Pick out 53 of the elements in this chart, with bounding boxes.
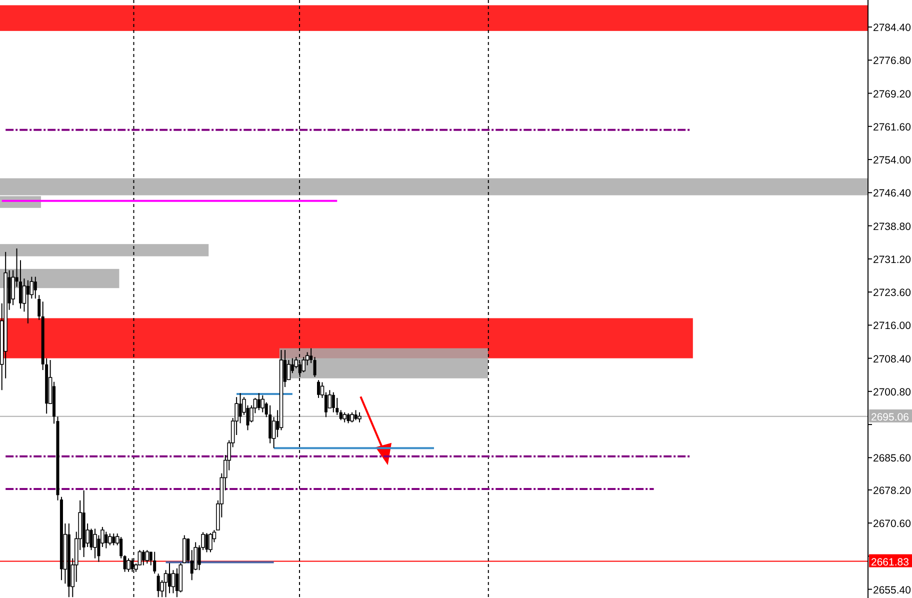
candlestick bbox=[168, 562, 171, 594]
candlestick bbox=[339, 410, 342, 421]
candlestick bbox=[346, 412, 350, 424]
candlestick bbox=[123, 554, 126, 572]
ref-line-label: 2695.06 bbox=[871, 411, 910, 424]
y-tick-label: 2670.60 bbox=[873, 518, 912, 530]
y-tick-label: 2738.80 bbox=[873, 220, 912, 233]
y-tick-label: 2761.60 bbox=[873, 121, 912, 134]
candlestick bbox=[104, 531, 108, 549]
y-tick-label: 2685.60 bbox=[873, 452, 912, 465]
candlestick bbox=[354, 410, 358, 421]
candlestick bbox=[268, 404, 272, 444]
candlestick bbox=[238, 392, 242, 424]
y-tick-label: 2731.20 bbox=[873, 254, 912, 266]
candlestick bbox=[153, 551, 156, 574]
candlestick bbox=[205, 532, 208, 553]
candlestick bbox=[342, 412, 346, 423]
candlestick bbox=[313, 356, 316, 378]
candlestick bbox=[38, 294, 41, 320]
candlestick bbox=[156, 573, 160, 598]
candlestick bbox=[358, 412, 362, 423]
candlestick bbox=[350, 412, 354, 423]
candlestick bbox=[34, 276, 37, 300]
candlestick bbox=[126, 558, 130, 572]
y-tick-label: 2723.60 bbox=[873, 287, 912, 300]
candlestick bbox=[286, 360, 291, 381]
ref-line-label: 2661.83 bbox=[871, 556, 910, 568]
candlestick bbox=[175, 568, 178, 598]
y-tick-label: 2769.20 bbox=[873, 88, 912, 100]
candlestick bbox=[257, 392, 260, 411]
candlestick bbox=[142, 550, 145, 566]
y-tick-label: 2700.80 bbox=[873, 386, 912, 398]
candlestick bbox=[26, 280, 30, 324]
candlestick bbox=[186, 538, 190, 564]
y-tick-label: 2776.80 bbox=[873, 55, 912, 68]
candlestick bbox=[310, 348, 313, 364]
candlestick bbox=[145, 550, 150, 564]
y-tick-label: 2708.40 bbox=[873, 353, 912, 366]
candlestick bbox=[208, 532, 212, 553]
y-tick-label: 2746.40 bbox=[873, 188, 912, 200]
candlestick bbox=[260, 394, 265, 413]
y-tick-label: 2716.00 bbox=[873, 320, 912, 332]
candlestick bbox=[182, 534, 186, 564]
candlestick bbox=[108, 532, 112, 546]
y-tick-label: 2784.40 bbox=[873, 22, 912, 34]
candlestick bbox=[332, 392, 335, 413]
candlestick bbox=[112, 532, 116, 546]
y-tick-label: 2655.40 bbox=[873, 584, 912, 596]
candlestick bbox=[120, 536, 123, 559]
y-tick-label: 2754.00 bbox=[873, 154, 912, 167]
y-tick-label: 2678.20 bbox=[873, 484, 912, 497]
candlestick bbox=[317, 380, 320, 398]
candlestick bbox=[93, 528, 97, 559]
